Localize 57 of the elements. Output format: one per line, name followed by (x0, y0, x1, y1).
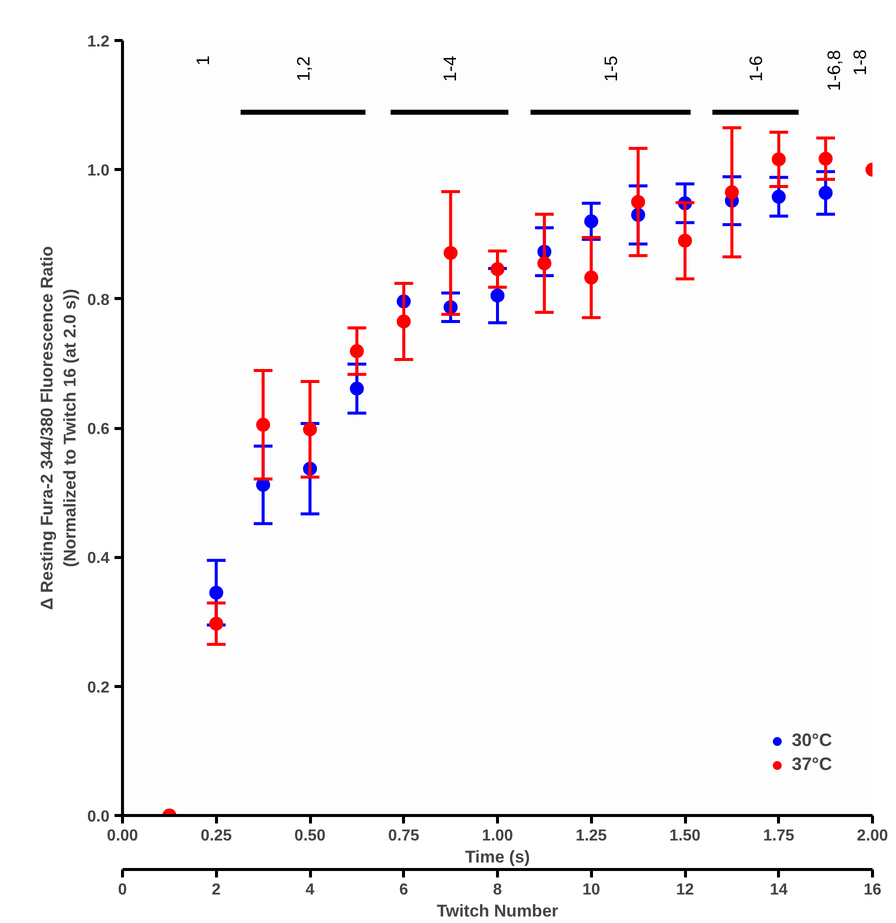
x-tick-label: 1.75 (763, 828, 794, 844)
point (490, 262, 504, 276)
point (209, 616, 224, 631)
legend-label: 37°C (792, 754, 832, 775)
y-tick-label: 0.0 (87, 808, 110, 826)
x2-tick-label: 0 (118, 882, 128, 898)
annotation: 1-8 (850, 49, 870, 76)
annotation: 1-6,8 (824, 50, 844, 92)
text: 1-6 (746, 56, 766, 82)
x-tick-label: 0.75 (388, 828, 420, 844)
point (350, 344, 364, 358)
x-tick-label: 0.00 (106, 828, 138, 844)
x-tick-label: 0.50 (294, 828, 326, 844)
x2-tick-label: 8 (493, 882, 502, 898)
y-tick-label: 0.8 (87, 292, 110, 309)
x2-tick-label: 4 (306, 882, 315, 898)
point (772, 190, 786, 204)
point (256, 418, 270, 432)
point (350, 382, 364, 396)
text: 1-4 (440, 56, 460, 82)
x-tick-label: 2.00 (856, 828, 888, 844)
point (772, 152, 786, 166)
x-tick-label: 1.25 (576, 828, 607, 844)
point (537, 256, 552, 270)
point (818, 152, 833, 166)
y-tick-label: 0.2 (87, 679, 110, 696)
x2-tick-label: 10 (582, 882, 600, 898)
point (209, 586, 224, 600)
x-tick-label: 1.50 (669, 828, 701, 844)
x-axis-title: Time (s) (465, 848, 530, 866)
point (678, 234, 692, 248)
x2-tick-label: 2 (212, 882, 221, 898)
point (584, 214, 598, 228)
text: 1,2 (294, 56, 314, 82)
x-tick-label: 1.00 (482, 828, 514, 844)
x2-tick-label: 6 (399, 882, 408, 898)
point (444, 246, 458, 260)
x2-tick-label: 16 (864, 882, 882, 898)
x2-axis-title: Twitch Number (436, 902, 559, 920)
x-tick-label: 0.25 (200, 828, 232, 844)
point (818, 186, 833, 200)
y-tick-label: 1.2 (87, 34, 110, 50)
point (490, 288, 504, 303)
point (631, 194, 646, 209)
x2-tick-label: 14 (770, 882, 788, 898)
y-tick-label: 0.4 (87, 550, 110, 568)
annotation: 1 (193, 55, 213, 66)
y-axis-title: Δ Resting Fura-2 344/380 Fluorescence Ratio (Normalized to Twitch 16 (at 2.0 s)) (37, 246, 80, 610)
point (303, 422, 317, 436)
point (396, 314, 411, 328)
x2-tick-label: 12 (676, 882, 694, 898)
y-tick-label: 1.0 (87, 162, 110, 180)
point (584, 270, 598, 285)
text: 1-5 (601, 56, 622, 82)
y-tick-label: 0.6 (87, 421, 110, 438)
legend-label: 30°C (792, 730, 832, 751)
point (724, 185, 739, 200)
